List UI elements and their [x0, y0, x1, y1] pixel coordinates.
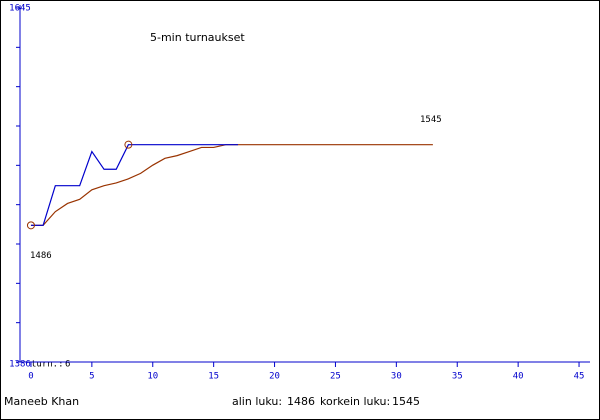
x-tick-label: 40: [513, 372, 524, 382]
player-name: Maneeb Khan: [4, 395, 79, 408]
x-tick-label: 5: [89, 372, 94, 382]
x-tick-label: 20: [269, 372, 280, 382]
extreme-marker: [26, 221, 35, 230]
y-tick-label: 1645: [9, 4, 31, 14]
x-tick-label: 30: [391, 372, 402, 382]
series-line: [30, 144, 239, 226]
y-tick-label: 1386: [9, 360, 31, 370]
low-label: alin luku:: [232, 395, 282, 408]
x-tick-label: 45: [574, 372, 585, 382]
high-label: korkein luku:: [320, 395, 390, 408]
x-tick-label: 35: [452, 372, 463, 382]
x-tick-label: 25: [330, 372, 341, 382]
games-value: 6: [65, 360, 70, 370]
chart-title: 5-min turnaukset: [150, 31, 245, 44]
x-tick-label: 0: [28, 372, 33, 382]
extreme-marker: [124, 140, 133, 149]
x-tick-label: 10: [147, 372, 158, 382]
max-annotation: 1545: [420, 115, 442, 125]
high-value: 1545: [392, 395, 420, 408]
x-tick-label: 15: [208, 372, 219, 382]
min-annotation: 1486: [30, 251, 52, 261]
low-value: 1486: [287, 395, 315, 408]
games-label: turn.:: [31, 360, 64, 370]
